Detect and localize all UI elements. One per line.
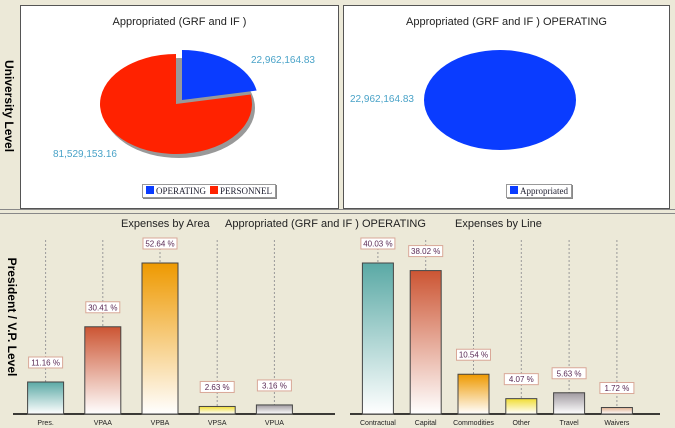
bar-other xyxy=(505,398,538,415)
bottom-subtitle: Appropriated (GRF and IF ) OPERATING xyxy=(225,218,426,230)
data-label: 5.63 % xyxy=(557,369,582,378)
section-divider xyxy=(0,209,675,214)
area-chart-title: Expenses by Area xyxy=(121,218,210,230)
bar-pres xyxy=(27,381,65,415)
bar-commodities xyxy=(457,373,490,415)
pie-chart xyxy=(424,50,576,150)
data-label-box xyxy=(199,380,235,393)
bar-vpba xyxy=(141,262,179,415)
data-label-box xyxy=(28,356,64,369)
legend-item-appropriated: Appropriated xyxy=(510,186,568,196)
category-label: Travel xyxy=(559,420,579,427)
category-label: Other xyxy=(513,420,531,427)
bar-contractual xyxy=(361,262,394,415)
pie-slice-operating xyxy=(182,50,257,100)
university-pie-panel: Appropriated (GRF and IF ) 22,962,164.83… xyxy=(20,5,339,209)
data-label-box xyxy=(408,245,444,258)
data-label-box xyxy=(599,382,635,395)
category-label: Contractual xyxy=(360,420,396,427)
line-chart-title: Expenses by Line xyxy=(455,218,542,230)
legend-item-personnel: PERSONNEL xyxy=(210,186,272,196)
slice-label-operating: 22,962,164.83 xyxy=(251,55,315,66)
data-label: 4.07 % xyxy=(509,375,534,384)
bar-vpsa xyxy=(198,405,236,415)
bar-vpaa xyxy=(84,326,122,415)
data-label: 1.72 % xyxy=(604,384,629,393)
bar-waivers xyxy=(600,407,633,415)
data-label-box xyxy=(456,348,491,361)
category-label: Capital xyxy=(415,420,437,427)
data-label: 2.63 % xyxy=(205,383,230,392)
data-label: 10.54 % xyxy=(459,351,488,360)
category-label: Waivers xyxy=(604,420,630,427)
category-label: VPAA xyxy=(94,420,112,427)
legend-item-operating: OPERATING xyxy=(146,186,206,196)
chart-title: Appropriated (GRF and IF ) OPERATING xyxy=(406,16,607,28)
pie-legend: OPERATING PERSONNEL xyxy=(142,184,277,198)
slice-label-personnel: 81,529,153.16 xyxy=(53,149,117,160)
data-label-box xyxy=(551,367,587,380)
pie-chart xyxy=(100,50,257,158)
bar-capital xyxy=(409,270,442,415)
chart-title: Appropriated (GRF and IF ) xyxy=(112,16,247,28)
slice-label-appropriated: 22,962,164.83 xyxy=(350,94,414,105)
data-label-box xyxy=(256,379,292,392)
data-label: 3.16 % xyxy=(262,381,287,390)
category-label: Commodities xyxy=(453,420,494,427)
category-label: VPBA xyxy=(151,420,170,427)
pie-legend: Appropriated xyxy=(506,184,572,198)
data-label-box xyxy=(85,301,121,314)
data-label: 38.02 % xyxy=(411,247,440,256)
data-label-box xyxy=(503,373,539,386)
category-label: Pres. xyxy=(37,420,53,427)
bar-vpua xyxy=(255,404,293,415)
category-label: VPSA xyxy=(208,420,227,427)
data-label-box xyxy=(142,237,178,250)
data-label: 52.64 % xyxy=(145,240,174,249)
bar-travel xyxy=(553,392,586,415)
data-label-box xyxy=(360,237,396,250)
pie-slice-personnel xyxy=(100,54,253,154)
data-label: 11.16 % xyxy=(31,358,60,367)
pie-slice-appropriated xyxy=(424,50,576,150)
data-label: 40.03 % xyxy=(363,240,392,249)
data-label: 30.41 % xyxy=(88,303,117,312)
category-label: VPUA xyxy=(265,420,284,427)
operating-pie-panel: Appropriated (GRF and IF ) OPERATING 22,… xyxy=(343,5,670,209)
